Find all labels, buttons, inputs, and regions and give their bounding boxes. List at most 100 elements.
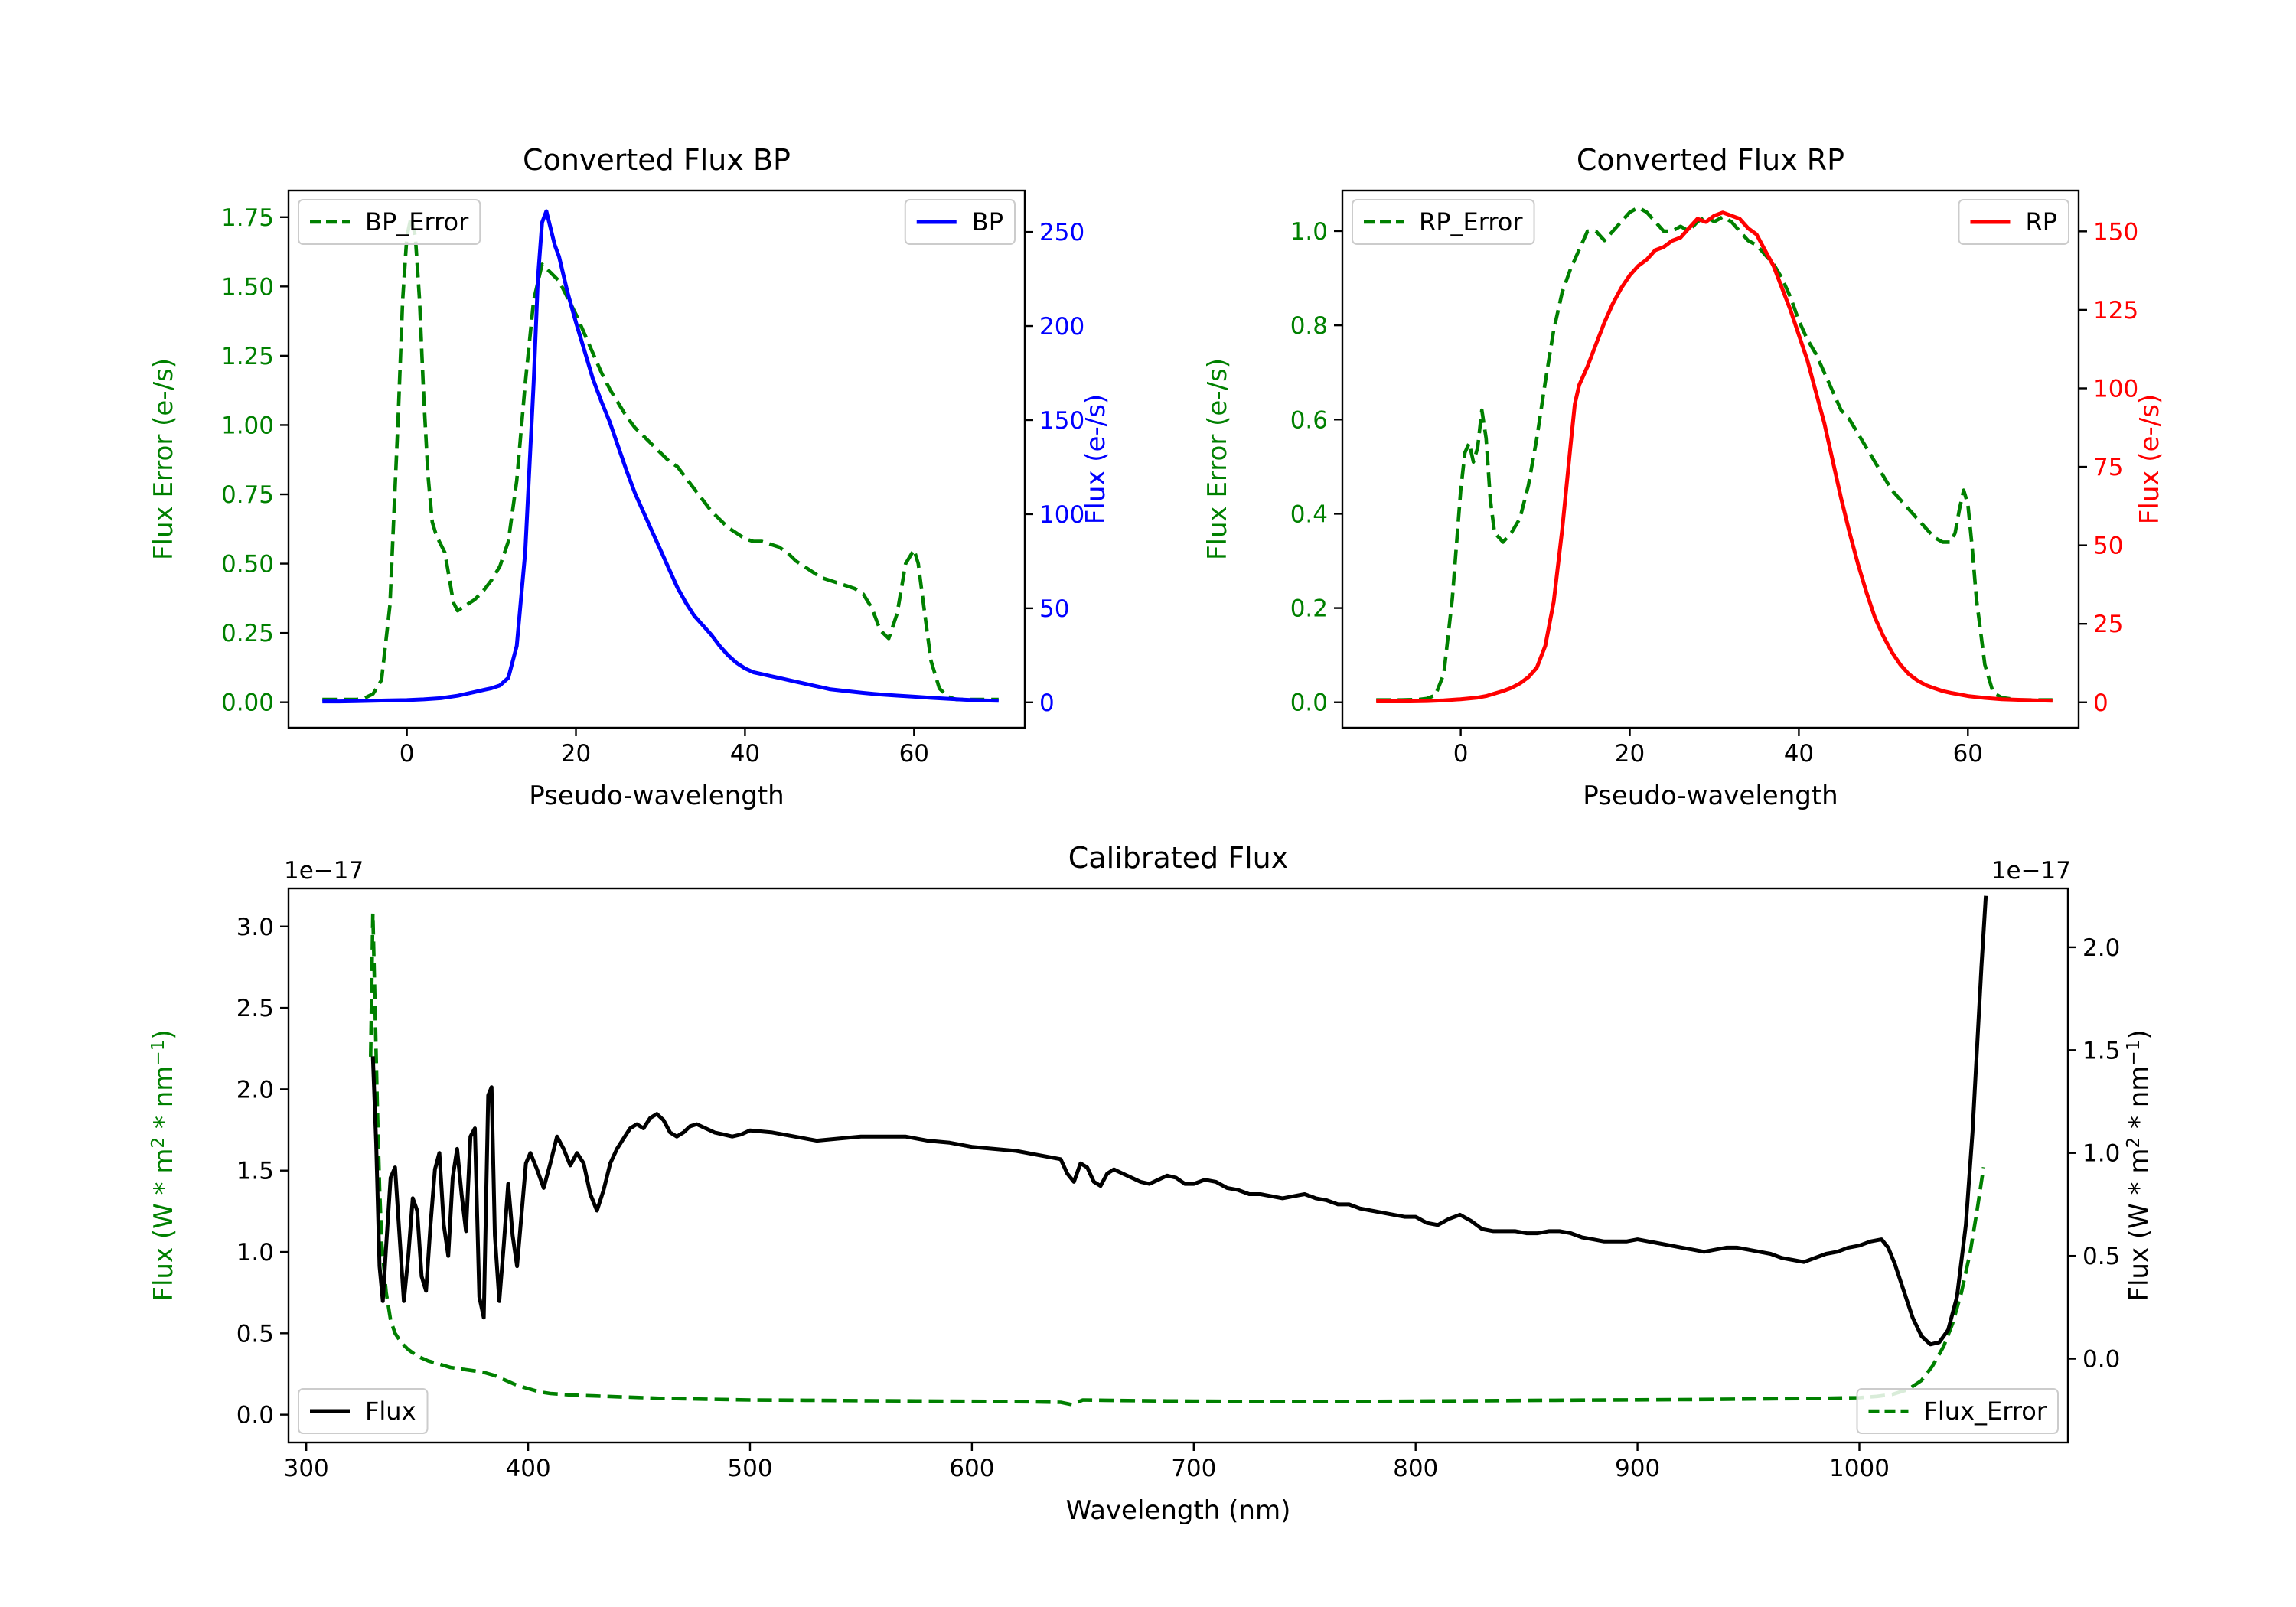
left-tick-label: 1.0 <box>1290 218 1328 246</box>
left-tick-label: 3.0 <box>236 914 274 941</box>
legend-label: BP_Error <box>365 207 469 236</box>
left-tick-label: 0.00 <box>221 689 274 717</box>
legend-box <box>298 1388 429 1434</box>
right-tick-label: 25 <box>2093 611 2123 638</box>
right-axis-label: Flux (W * m2 * nm−1) <box>2124 1029 2154 1301</box>
rp-chart-title: Converted Flux RP <box>1576 143 1845 177</box>
left-tick-label: 0.2 <box>1290 595 1328 623</box>
right-tick-label: 0 <box>1039 689 1055 717</box>
left-tick-label: 1.25 <box>221 343 274 370</box>
right-tick-label: 250 <box>1039 219 1084 246</box>
legend-Flux_Error: Flux_Error <box>1856 1388 2059 1434</box>
chart-bp: 0 20 40 60 0.00 0.25 0.50 0.75 1.00 1.25 1.50 1.75 F… <box>148 189 1111 811</box>
axes-frame <box>287 887 2069 1444</box>
series-Flux_Error <box>369 911 1986 1407</box>
right-tick-label: 2.0 <box>2082 934 2120 962</box>
legend-box <box>1352 199 1535 245</box>
x-tick-label: 40 <box>1784 740 1814 768</box>
right-offset-label: 1e−17 <box>1991 857 2071 885</box>
right-tick-label: 1.0 <box>2082 1140 2120 1168</box>
x-tick-label: 40 <box>730 740 760 768</box>
right-tick-label: 150 <box>2093 218 2138 246</box>
x-tick-label: 1000 <box>1829 1455 1890 1482</box>
x-tick-label: 0 <box>400 740 415 768</box>
right-tick-label: 125 <box>2093 297 2138 324</box>
left-tick-label: 0.4 <box>1290 500 1328 528</box>
left-tick-label: 0.0 <box>1290 689 1328 717</box>
x-tick-label: 700 <box>1171 1455 1216 1482</box>
chart-rp: 0 20 40 60 0.0 0.2 0.4 0.6 0.8 1.0 Flux Error (e-/… <box>1202 189 2165 811</box>
chart-cal: 300 400 500 600 700 800 900 1000 0.0 0.5 1.0 1.5 2.0… <box>148 857 2154 1526</box>
x-axis-label: Wavelength (nm) <box>1066 1495 1291 1526</box>
right-tick-label: 50 <box>1039 595 1069 623</box>
legend-box <box>1856 1388 2059 1434</box>
left-tick-label: 0.50 <box>221 551 274 579</box>
x-tick-label: 0 <box>1453 740 1469 768</box>
left-tick-label: 1.50 <box>221 273 274 301</box>
legend-label: RP <box>2025 207 2057 236</box>
axes-frame <box>287 189 1026 729</box>
x-tick-label: 20 <box>1615 740 1645 768</box>
legend-box <box>904 199 1016 245</box>
left-tick-label: 0.25 <box>221 620 274 647</box>
series-RP_Error <box>1376 205 2053 702</box>
x-tick-label: 20 <box>561 740 591 768</box>
right-tick-label: 75 <box>2093 454 2123 481</box>
right-tick-label: 200 <box>1039 313 1084 341</box>
x-tick-label: 900 <box>1615 1455 1660 1482</box>
x-tick-label: 500 <box>727 1455 772 1482</box>
right-tick-label: 150 <box>1039 407 1084 435</box>
axes-frame <box>1341 189 2080 729</box>
legend-label: RP_Error <box>1419 207 1523 236</box>
legend-RP: RP <box>1958 199 2069 245</box>
right-tick-label: 0.0 <box>2082 1346 2120 1374</box>
left-tick-label: 0.8 <box>1290 312 1328 340</box>
legend-BP_Error: BP_Error <box>298 199 481 245</box>
legend-box <box>1958 199 2069 245</box>
legend-label: BP <box>972 207 1003 236</box>
right-tick-label: 100 <box>1039 501 1084 529</box>
x-axis-label: Pseudo-wavelength <box>529 781 784 811</box>
legend-Flux: Flux <box>298 1388 429 1434</box>
left-axis-label: Flux Error (e-/s) <box>148 358 179 560</box>
legend-label: Flux <box>365 1397 416 1426</box>
left-axis-label: Flux (W * m2 * nm−1) <box>148 1029 179 1301</box>
x-tick-label: 300 <box>284 1455 329 1482</box>
series-BP_Error <box>322 215 999 702</box>
left-tick-label: 2.0 <box>236 1076 274 1103</box>
right-tick-label: 0 <box>2093 689 2108 717</box>
legend-box <box>298 199 481 245</box>
left-offset-label: 1e−17 <box>284 857 364 885</box>
left-axis-label: Flux Error (e-/s) <box>1202 358 1233 560</box>
x-tick-label: 800 <box>1393 1455 1438 1482</box>
series-Flux <box>370 895 1988 1347</box>
series-BP <box>322 209 999 704</box>
right-tick-label: 1.5 <box>2082 1037 2120 1064</box>
bp-chart-title: Converted Flux BP <box>523 143 791 177</box>
x-tick-label: 60 <box>1953 740 1983 768</box>
legend-BP: BP <box>904 199 1016 245</box>
left-tick-label: 0.6 <box>1290 406 1328 434</box>
right-tick-label: 50 <box>2093 533 2123 560</box>
left-tick-label: 0.0 <box>236 1402 274 1429</box>
x-tick-label: 400 <box>506 1455 551 1482</box>
right-tick-label: 100 <box>2093 375 2138 403</box>
right-tick-label: 0.5 <box>2082 1243 2120 1270</box>
left-tick-label: 0.75 <box>221 481 274 509</box>
left-tick-label: 1.75 <box>221 204 274 232</box>
left-tick-label: 1.00 <box>221 412 274 439</box>
legend-label: Flux_Error <box>1923 1397 2047 1426</box>
x-axis-label: Pseudo-wavelength <box>1583 781 1838 811</box>
left-tick-label: 1.0 <box>236 1239 274 1266</box>
calibrated-chart-title: Calibrated Flux <box>1068 841 1289 875</box>
right-axis-label: Flux (e-/s) <box>1081 394 1111 524</box>
right-axis-label: Flux (e-/s) <box>2135 394 2165 524</box>
x-tick-label: 600 <box>949 1455 994 1482</box>
legend-RP_Error: RP_Error <box>1352 199 1535 245</box>
x-tick-label: 60 <box>899 740 929 768</box>
left-tick-label: 0.5 <box>236 1320 274 1348</box>
series-RP <box>1376 210 2053 703</box>
left-tick-label: 1.5 <box>236 1158 274 1185</box>
